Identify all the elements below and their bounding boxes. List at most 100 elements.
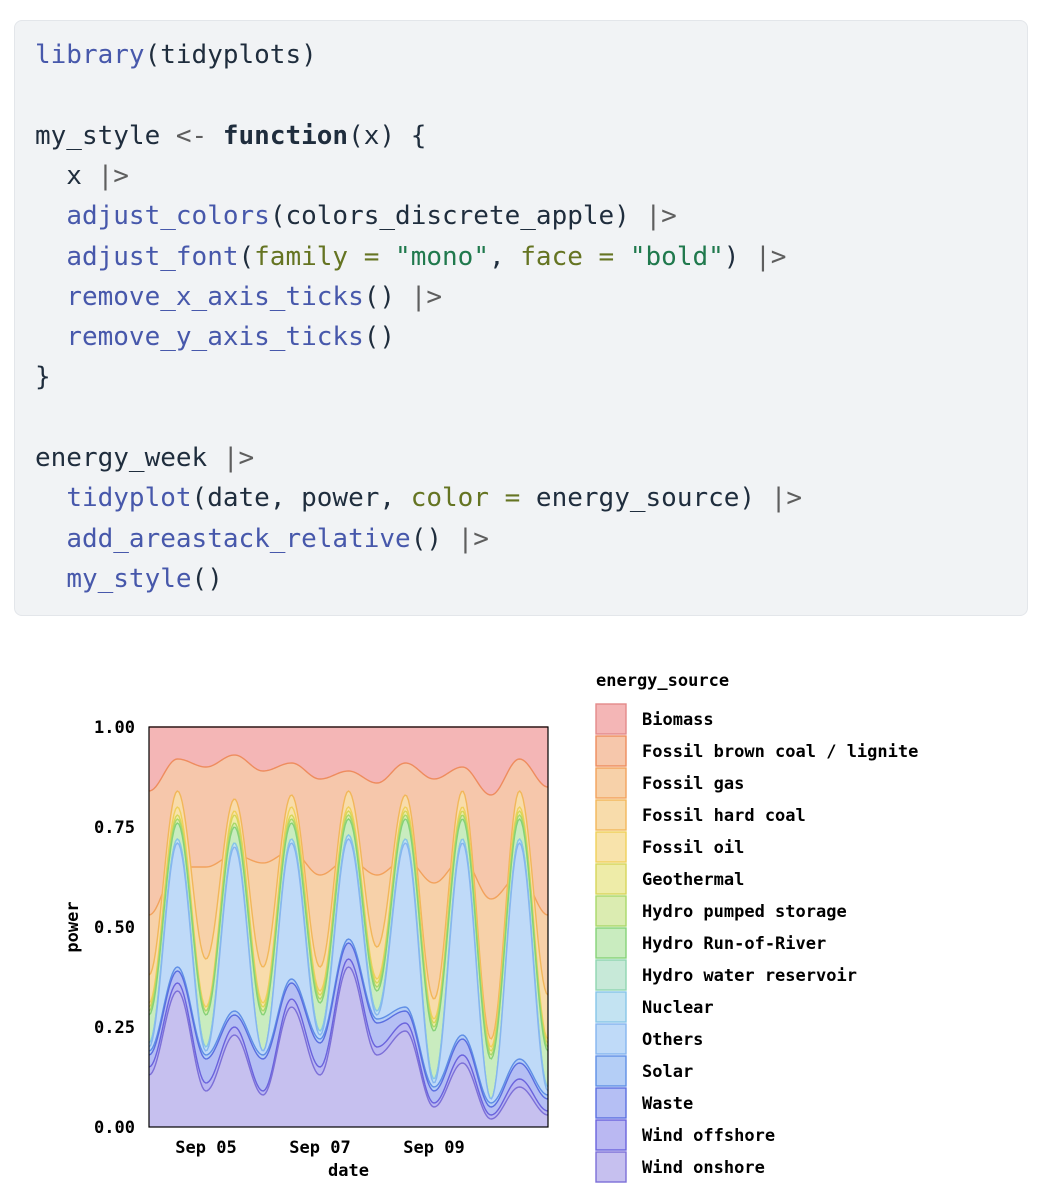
legend-label: Hydro Run-of-River [642, 934, 826, 954]
y-tick-label: 0.25 [94, 1018, 135, 1038]
code-token [35, 282, 66, 312]
code-line: my_style <- function(x) { [35, 116, 426, 156]
legend: Biomass Fossil brown coal / lignite Fossil… [595, 703, 918, 1183]
area-series-outline [148, 938, 549, 1104]
legend-label: Fossil gas [642, 774, 744, 794]
code-line: my_style() [35, 559, 223, 599]
code-token: () [363, 281, 411, 312]
x-tick-labels: Sep 05 Sep 07 Sep 09 [175, 1138, 464, 1158]
code-token: ( [238, 241, 255, 272]
code-token: "mono" [395, 241, 489, 272]
code-token: (colors_discrete_apple) [269, 201, 646, 232]
code-token: "bold" [629, 241, 724, 272]
legend-key [595, 703, 627, 735]
code-token: face = [520, 241, 615, 272]
code-line: add_areastack_relative() |> [35, 519, 489, 559]
y-tick-label: 0.00 [94, 1118, 135, 1138]
legend-key [595, 767, 627, 799]
code-token [35, 524, 66, 554]
code-line: library(tidyplots) [35, 35, 317, 75]
code-token: library [35, 40, 145, 70]
legend-label: Biomass [642, 710, 714, 730]
code-token: |> [770, 483, 803, 514]
code-token: |> [97, 160, 129, 191]
legend-key [595, 1119, 627, 1151]
legend-title: energy_source [596, 671, 729, 691]
y-tick-label: 0.75 [94, 818, 135, 838]
legend-key [595, 831, 627, 863]
area-series [149, 967, 548, 1127]
x-axis-label: date [328, 1161, 369, 1181]
code-token: color = [410, 483, 521, 514]
area-series-outline [148, 958, 549, 1116]
plot-panel-border [148, 726, 549, 1128]
area-series [149, 959, 548, 1119]
area-series-outline [148, 789, 549, 1040]
code-line: energy_week |> [35, 438, 254, 478]
code-token: function [222, 120, 349, 151]
code-token: |> [755, 241, 787, 272]
code-line: adjust_colors(colors_discrete_apple) |> [35, 196, 677, 236]
code-line: tidyplot(date, power, color = energy_sou… [35, 478, 802, 518]
area-series-outline [148, 838, 549, 1100]
code-token: |> [645, 201, 677, 232]
code-token: my_style [66, 563, 192, 594]
legend-label: Nuclear [642, 998, 714, 1018]
code-token: (date, power, [191, 483, 411, 514]
area-chart: 0.000.250.500.751.00 Sep 05 Sep 07 Sep 09 … [63, 671, 918, 1183]
y-tick-label: 1.00 [94, 718, 135, 738]
legend-label: Hydro water reservoir [642, 966, 857, 986]
code-token [207, 121, 223, 151]
area-series-outline [148, 942, 549, 1108]
code-line: remove_x_axis_ticks() |> [35, 277, 442, 317]
code-token: () [191, 563, 223, 594]
code-token: (x) { [348, 120, 427, 151]
code-token: x [35, 160, 98, 191]
code-token: my_style [35, 120, 176, 151]
legend-key [595, 927, 627, 959]
legend-label: Wind onshore [642, 1158, 765, 1178]
code-token: family = [254, 241, 380, 272]
code-token: () [363, 322, 396, 353]
code-line: } [35, 357, 51, 397]
code-token: |> [410, 281, 443, 312]
code-token: } [35, 362, 51, 393]
legend-label: Fossil oil [642, 838, 744, 858]
code-block: library(tidyplots) my_style <- function(x… [14, 20, 1028, 616]
legend-key [595, 1055, 627, 1087]
code-token: |> [222, 443, 255, 473]
code-token: add_areastack_relative [66, 523, 411, 554]
legend-key [595, 1151, 627, 1183]
code-token [614, 242, 630, 272]
code-token [35, 242, 66, 272]
code-line: remove_y_axis_ticks() [35, 317, 395, 357]
legend-label: Geothermal [642, 870, 744, 890]
code-token: ) [723, 241, 756, 272]
code-token [35, 322, 66, 352]
code-token: energy_source) [520, 483, 771, 514]
area-series [149, 943, 548, 1115]
code-token: <- [175, 120, 208, 151]
code-token [35, 483, 66, 513]
x-tick-label: Sep 05 [175, 1138, 236, 1158]
y-tick-label: 0.50 [94, 918, 135, 938]
legend-key [595, 799, 627, 831]
legend-label: Waste [642, 1094, 693, 1114]
code-token: energy_week [35, 443, 223, 473]
legend-label: Others [642, 1030, 703, 1050]
code-token [379, 242, 395, 272]
legend-label: Hydro pumped storage [642, 902, 847, 922]
y-tick-labels: 0.00 0.25 0.50 0.75 1.00 [94, 718, 135, 1138]
code-line: x |> [35, 156, 129, 196]
code-token [35, 564, 66, 594]
legend-label: Fossil hard coal [642, 806, 806, 826]
y-axis-label: power [63, 901, 83, 952]
legend-key [595, 1087, 627, 1119]
legend-key [595, 1023, 627, 1055]
area-layers [148, 726, 549, 1127]
legend-key [595, 959, 627, 991]
code-token [35, 201, 66, 231]
legend-key [595, 991, 627, 1023]
legend-label: Solar [642, 1062, 693, 1082]
code-token: , [488, 241, 521, 272]
